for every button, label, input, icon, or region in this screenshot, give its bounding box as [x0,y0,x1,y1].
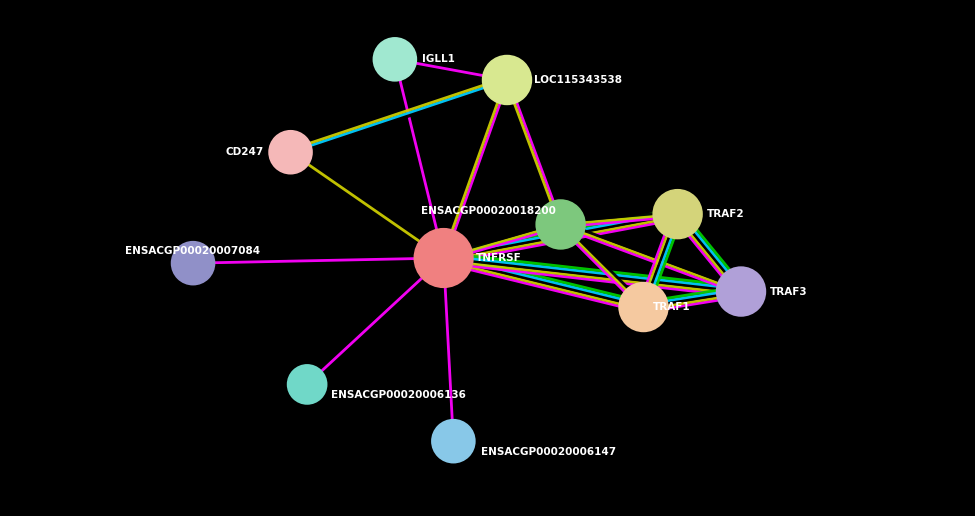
Text: TRAF2: TRAF2 [707,209,745,219]
Circle shape [172,241,214,285]
Text: ENSACGP00020006147: ENSACGP00020006147 [481,447,616,457]
Text: TNFRSF: TNFRSF [476,253,522,263]
Circle shape [414,229,473,287]
Circle shape [373,38,416,81]
Text: ENSACGP00020018200: ENSACGP00020018200 [421,206,556,216]
Circle shape [432,420,475,463]
Circle shape [536,200,585,249]
Text: CD247: CD247 [225,147,263,157]
Circle shape [288,365,327,404]
Text: LOC115343538: LOC115343538 [534,75,622,85]
Text: TRAF3: TRAF3 [770,286,808,297]
Text: TRAF1: TRAF1 [653,302,691,312]
Text: IGLL1: IGLL1 [422,54,455,64]
Text: ENSACGP00020006136: ENSACGP00020006136 [332,390,466,400]
Circle shape [717,267,765,316]
Circle shape [653,190,702,238]
Circle shape [619,283,668,331]
Text: ENSACGP00020007084: ENSACGP00020007084 [126,246,260,256]
Circle shape [269,131,312,174]
Circle shape [483,56,531,104]
